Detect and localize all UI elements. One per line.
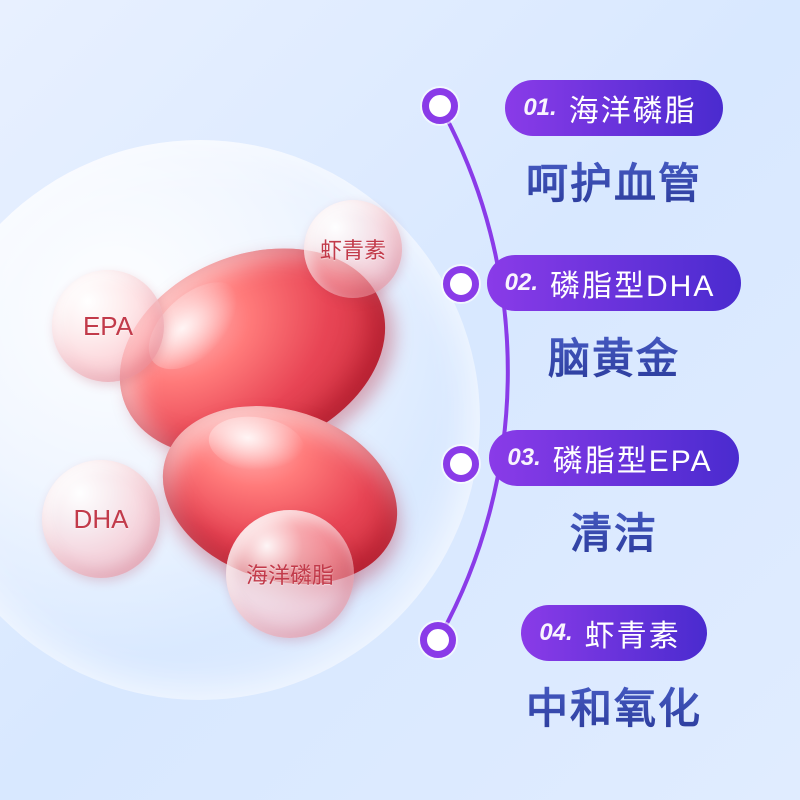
benefit-number: 01.	[523, 94, 556, 122]
benefit-title: 磷脂型EPA	[553, 436, 713, 480]
ingredient-label: DHA	[74, 504, 129, 535]
ingredient-label: EPA	[83, 311, 133, 342]
timeline-dot	[420, 622, 456, 658]
infographic-stage: EPA 虾青素 DHA 海洋磷脂 01.海洋磷脂呵护血管02.磷脂型DHA脑黄金…	[0, 0, 800, 800]
benefit-title: 海洋磷脂	[569, 86, 697, 130]
timeline-item: 01. 海洋磷脂呵护血管	[464, 80, 764, 211]
benefit-pill: 01. 海洋磷脂	[505, 80, 722, 136]
benefit-pill: 03. 磷脂型EPA	[489, 430, 738, 486]
benefit-subtitle: 中和氧化	[526, 675, 702, 736]
timeline-item: 02. 磷脂型DHA 脑黄金	[464, 255, 764, 386]
timeline-item: 04. 虾青素中和氧化	[464, 605, 764, 736]
timeline-items: 01. 海洋磷脂呵护血管 02. 磷脂型DHA 脑黄金 03. 磷脂型EPA 清洁 04. 虾青素…	[464, 80, 764, 780]
benefit-number: 03.	[507, 444, 540, 472]
benefit-pill: 04. 虾青素	[521, 605, 706, 661]
ingredient-label: 虾青素	[320, 233, 386, 265]
benefit-number: 04.	[539, 619, 572, 647]
timeline-item: 03. 磷脂型EPA 清洁	[464, 430, 764, 561]
timeline-dot	[422, 88, 458, 124]
benefit-subtitle: 清洁	[570, 500, 658, 561]
ingredient-label: 海洋磷脂	[246, 558, 334, 590]
benefit-subtitle: 呵护血管	[526, 150, 702, 211]
benefit-subtitle: 脑黄金	[548, 325, 680, 386]
benefit-title: 虾青素	[585, 611, 681, 655]
ingredient-bubble-epa: EPA	[52, 270, 164, 382]
ingredient-bubble-xqs: 虾青素	[304, 200, 402, 298]
ingredient-bubble-hy: 海洋磷脂	[226, 510, 354, 638]
benefit-title: 磷脂型DHA	[550, 261, 715, 305]
benefit-number: 02.	[505, 269, 538, 297]
benefit-pill: 02. 磷脂型DHA	[487, 255, 742, 311]
ingredient-bubble-dha: DHA	[42, 460, 160, 578]
